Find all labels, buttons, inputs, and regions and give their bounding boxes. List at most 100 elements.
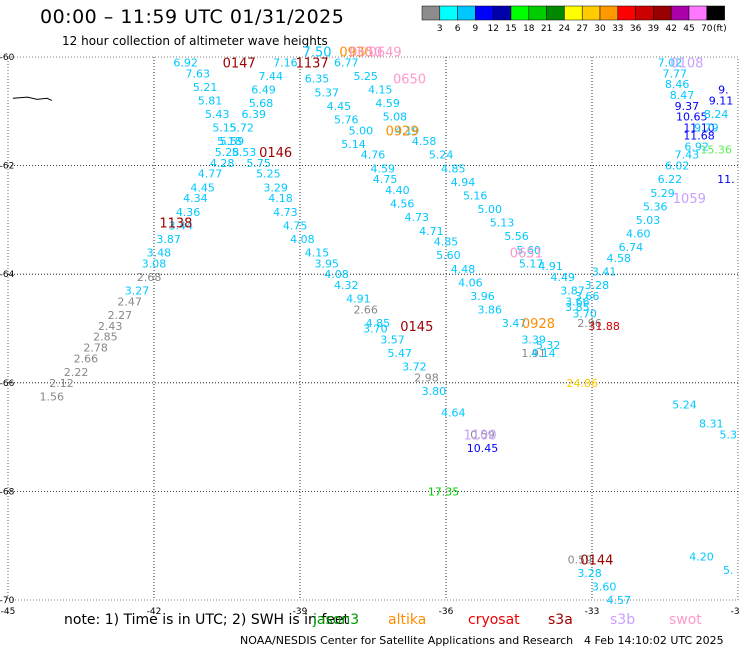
wave-height-value: 3.87 xyxy=(156,233,181,246)
wave-height-value: 4.28 xyxy=(210,157,235,170)
wave-height-value: 3.70 xyxy=(363,323,388,336)
wave-height-value: 17.35 xyxy=(428,485,460,498)
wave-height-value: 2.12 xyxy=(49,377,74,390)
legend-tick-label: 70 xyxy=(701,24,713,34)
wave-height-value: 3.66 xyxy=(565,295,590,308)
wave-height-value: 5.00 xyxy=(349,124,374,137)
legend-swatch xyxy=(475,5,494,21)
wave-height-value: 4.58 xyxy=(607,252,632,265)
wave-height-value: 5.3 xyxy=(720,428,738,441)
wave-height-value: 3.48 xyxy=(147,246,172,259)
wave-height-value: 4.85 xyxy=(434,236,459,249)
x-tick-label: -42 xyxy=(147,607,162,617)
legend-tick-label: 18 xyxy=(523,24,535,34)
wave-height-value: 24.86 xyxy=(567,377,599,390)
pass-time-label: 0930 xyxy=(339,46,372,61)
legend-swatch xyxy=(439,5,458,21)
wave-height-value: 7.02 xyxy=(658,56,683,69)
wave-height-value: 4.60 xyxy=(626,227,651,240)
wave-height-value: 6.49 xyxy=(251,84,276,97)
wave-height-value: 5.76 xyxy=(334,113,359,126)
y-tick-label: -60 xyxy=(0,53,15,63)
wave-height-value: 4.06 xyxy=(458,276,483,289)
pass-time-label: 0144 xyxy=(580,553,613,568)
satellite-label-jason3: jason3 xyxy=(313,612,360,628)
wave-height-value: 9. xyxy=(718,84,729,97)
wave-height-value: 5.13 xyxy=(490,217,515,230)
wave-height-value: 4.45 xyxy=(327,100,352,113)
satellite-label-cryosat: cryosat xyxy=(468,612,520,628)
wave-height-value: 4.57 xyxy=(607,594,632,607)
credit-text: NOAA/NESDIS Center for Satellite Applica… xyxy=(240,634,574,647)
wave-height-value: 7.63 xyxy=(186,67,211,80)
wave-height-value: 5.75 xyxy=(246,157,271,170)
map-title: 00:00 – 11:59 UTC 01/31/2025 xyxy=(40,6,345,28)
pass-time-label: 0928 xyxy=(522,317,555,332)
x-tick-label: -30 xyxy=(731,607,740,617)
legend-swatch xyxy=(599,5,619,21)
legend-tick-label: 39 xyxy=(648,24,660,34)
wave-height-value: 3.28 xyxy=(577,567,602,580)
legend-tick-label: 3 xyxy=(437,24,443,34)
wave-height-value: 0.59 xyxy=(568,553,593,566)
wave-height-value: 3.95 xyxy=(315,257,340,270)
wave-height-value: 4.91 xyxy=(538,260,563,273)
wave-height-value: 5.16 xyxy=(463,189,488,202)
wave-height-value: 4.15 xyxy=(305,246,330,259)
color-legend: 3 6 9 12 15 18 21 24 27 30 33 36 39 42 45 70 (ft) xyxy=(421,5,727,34)
wave-height-value: 0.59 xyxy=(470,428,495,441)
wave-height-value: 4.73 xyxy=(405,211,430,224)
wave-height-value: 5.25 xyxy=(353,70,378,83)
wave-height-value: 4.76 xyxy=(361,149,386,162)
x-tick-label: -36 xyxy=(439,607,454,617)
legend-swatch xyxy=(421,5,441,21)
legend-swatch xyxy=(492,5,512,21)
wave-height-value: 4.75 xyxy=(373,173,398,186)
pass-time-label: 1137 xyxy=(296,56,329,71)
wave-height-value: 4.64 xyxy=(441,407,466,420)
wave-height-value: 9.79 xyxy=(694,122,719,135)
legend-tick-label: 21 xyxy=(541,24,552,34)
pass-time-label: 0649 xyxy=(369,46,402,61)
wave-height-value: 4.18 xyxy=(268,192,293,205)
wave-height-value: 4.59 xyxy=(370,162,395,175)
x-tick-label: -33 xyxy=(585,607,600,617)
map-axes: -45 -42 -39 -36 -33 -30 -60 -62 -64 -66 -68 -70 xyxy=(0,53,740,617)
legend-tick-label: 9 xyxy=(473,24,479,34)
legend-swatch xyxy=(635,5,654,21)
wave-height-value: 6.39 xyxy=(242,108,267,121)
pass-time-label: 0650 xyxy=(349,46,382,61)
coastline xyxy=(12,96,53,101)
wave-height-value: 4.14 xyxy=(531,347,556,360)
wave-height-value: 5.81 xyxy=(198,94,223,107)
wave-height-value: 6.77 xyxy=(334,56,359,69)
wave-height-value: 8.31 xyxy=(699,418,724,431)
wave-height-value: 6.92 xyxy=(684,141,709,154)
wave-height-value: 3.39 xyxy=(521,333,546,346)
legend-unit: (ft) xyxy=(713,24,727,34)
note-text: note: 1) Time is in UTC; 2) SWH is in fe… xyxy=(64,612,350,628)
wave-height-value: 1.56 xyxy=(40,390,65,403)
wave-height-value: 3.87 xyxy=(560,284,585,297)
wave-height-value: 3.28 xyxy=(585,279,610,292)
plot-frame xyxy=(7,56,739,601)
satellite-label-altika: altika xyxy=(388,612,427,628)
wave-height-value: 5.17 xyxy=(519,257,544,270)
wave-height-value: 6.02 xyxy=(665,160,690,173)
wave-height-value: 4.15 xyxy=(368,84,393,97)
wave-height-value: 4.59 xyxy=(375,97,400,110)
wave-height-value: 4.08 xyxy=(324,268,349,281)
wave-height-value: 7.43 xyxy=(675,149,700,162)
wave-height-value: 3.85 xyxy=(565,301,590,314)
wave-height-value: 4.19 xyxy=(395,124,420,137)
legend-tick-label: 27 xyxy=(576,24,587,34)
wave-height-value: 9.11 xyxy=(709,94,734,107)
pass-time-label: 0108 xyxy=(670,56,703,71)
wave-height-value: 8.46 xyxy=(665,78,690,91)
legend-tick-label: 33 xyxy=(612,24,623,34)
pass-time-label: 1059 xyxy=(673,192,706,207)
wave-height-value: 3.60 xyxy=(592,580,617,593)
wave-height-value: 4.20 xyxy=(689,551,714,564)
wave-height-value: 4.08 xyxy=(290,233,315,246)
